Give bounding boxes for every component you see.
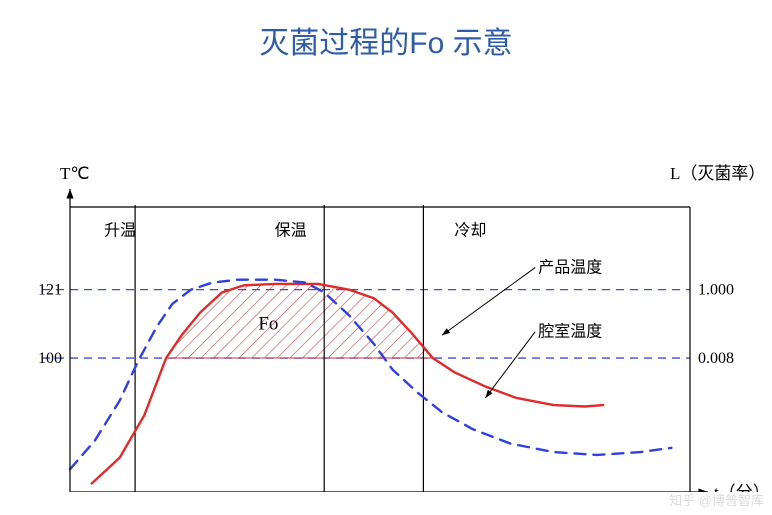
fo-chart: T℃L（灭菌率）t（分）1211001.0000.008升温保温冷却Fo产品温度… (0, 62, 772, 492)
svg-text:保温: 保温 (275, 222, 307, 240)
svg-text:1.000: 1.000 (698, 282, 734, 299)
svg-text:L（灭菌率）: L（灭菌率） (670, 164, 765, 183)
title-text: 灭菌过程的Fo 示意 (259, 27, 512, 60)
svg-text:Fo: Fo (258, 314, 278, 335)
svg-text:0.008: 0.008 (698, 350, 734, 367)
svg-text:升温: 升温 (104, 222, 136, 240)
svg-text:冷却: 冷却 (454, 222, 486, 240)
watermark: 知乎 @博普智库 (669, 490, 764, 509)
svg-text:121: 121 (38, 282, 62, 299)
svg-text:T℃: T℃ (60, 164, 89, 183)
svg-text:100: 100 (38, 350, 62, 367)
svg-text:腔室温度: 腔室温度 (538, 323, 602, 341)
svg-text:产品温度: 产品温度 (538, 259, 602, 277)
page-title: 灭菌过程的Fo 示意 (0, 0, 772, 62)
